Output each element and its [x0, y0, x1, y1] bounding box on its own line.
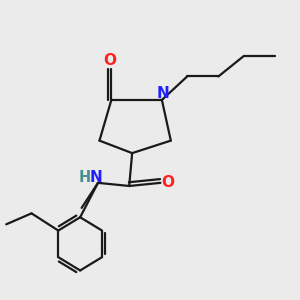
Text: N: N: [90, 170, 103, 185]
Text: H: H: [79, 170, 91, 185]
Text: N: N: [157, 85, 170, 100]
Text: O: O: [103, 53, 116, 68]
Text: O: O: [161, 175, 174, 190]
